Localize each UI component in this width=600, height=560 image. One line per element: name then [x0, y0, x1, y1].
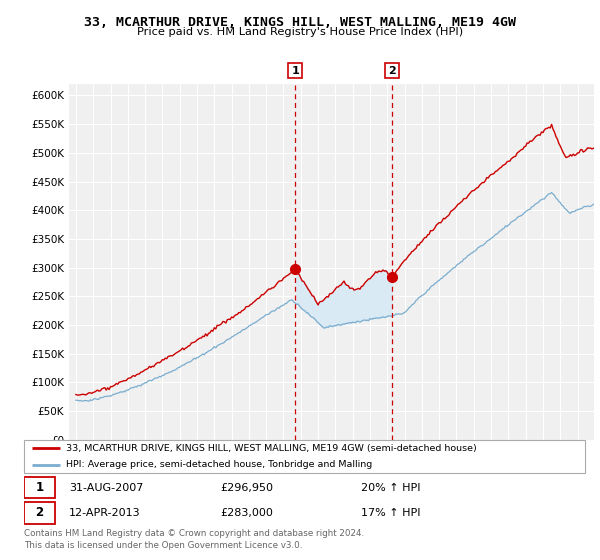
FancyBboxPatch shape	[24, 477, 55, 498]
Text: 17% ↑ HPI: 17% ↑ HPI	[361, 508, 420, 518]
Text: 1: 1	[35, 481, 43, 494]
Text: 33, MCARTHUR DRIVE, KINGS HILL, WEST MALLING, ME19 4GW: 33, MCARTHUR DRIVE, KINGS HILL, WEST MAL…	[84, 16, 516, 29]
Text: £296,950: £296,950	[220, 483, 274, 493]
Text: 1: 1	[291, 66, 299, 76]
Text: 20% ↑ HPI: 20% ↑ HPI	[361, 483, 420, 493]
FancyBboxPatch shape	[24, 440, 585, 473]
Text: £283,000: £283,000	[220, 508, 273, 518]
Text: 12-APR-2013: 12-APR-2013	[69, 508, 140, 518]
Text: Price paid vs. HM Land Registry's House Price Index (HPI): Price paid vs. HM Land Registry's House …	[137, 27, 463, 37]
Text: 2: 2	[35, 506, 43, 520]
Text: 2: 2	[388, 66, 396, 76]
Text: HPI: Average price, semi-detached house, Tonbridge and Malling: HPI: Average price, semi-detached house,…	[66, 460, 373, 469]
Text: Contains HM Land Registry data © Crown copyright and database right 2024.
This d: Contains HM Land Registry data © Crown c…	[24, 529, 364, 550]
Text: 31-AUG-2007: 31-AUG-2007	[69, 483, 143, 493]
FancyBboxPatch shape	[24, 502, 55, 524]
Text: 33, MCARTHUR DRIVE, KINGS HILL, WEST MALLING, ME19 4GW (semi-detached house): 33, MCARTHUR DRIVE, KINGS HILL, WEST MAL…	[66, 444, 477, 452]
